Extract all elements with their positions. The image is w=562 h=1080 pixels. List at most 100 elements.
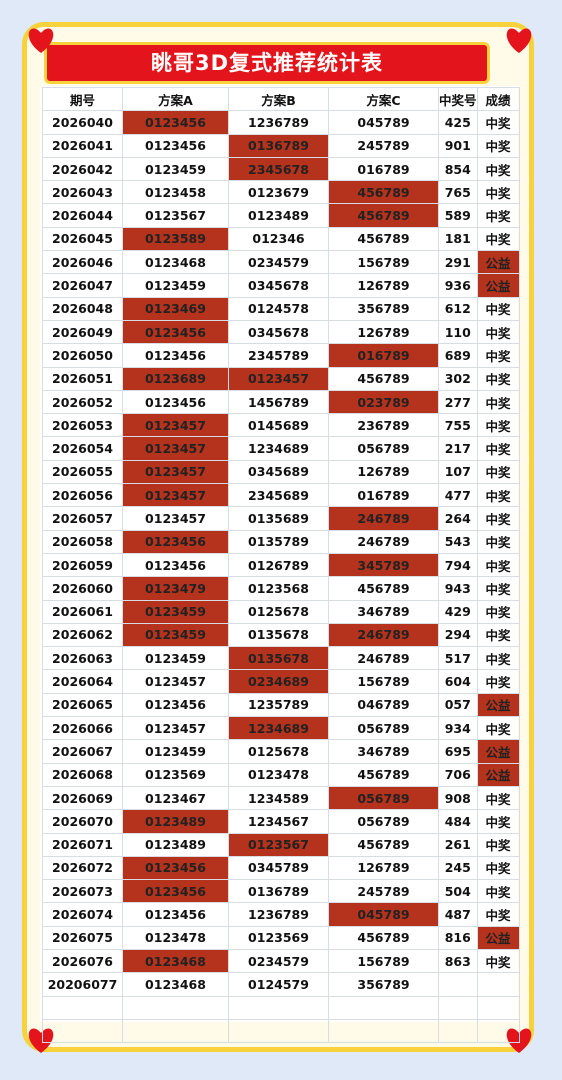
table-cell: 2026060 bbox=[42, 576, 123, 601]
table-cell: 中奖 bbox=[476, 902, 520, 927]
table-cell: 0123456 bbox=[122, 552, 229, 578]
table-cell: 2345689 bbox=[228, 483, 329, 508]
table-row: 2026070 0123489 1234567 056789 484 中奖 bbox=[42, 809, 520, 834]
table-cell: 公益 bbox=[476, 273, 520, 298]
table-cell: 2026052 bbox=[42, 389, 123, 415]
table-cell: 公益 bbox=[476, 250, 520, 275]
table-cell: 0234579 bbox=[228, 250, 329, 275]
table-cell: 0123459 bbox=[122, 646, 229, 671]
table-cell: 456789 bbox=[328, 366, 439, 391]
table-cell: 0123478 bbox=[122, 925, 229, 950]
table-row: 2026071 0123489 0123567 456789 261 中奖 bbox=[42, 832, 520, 857]
table-cell: 2026065 bbox=[42, 692, 123, 718]
table-cell: 2345789 bbox=[228, 343, 329, 368]
table-cell: 0123457 bbox=[122, 716, 229, 741]
table-cell: 0123456 bbox=[122, 319, 229, 345]
header-cell: 成绩 bbox=[476, 86, 520, 112]
table-cell: 1236789 bbox=[228, 902, 329, 927]
table-cell: 1235789 bbox=[228, 692, 329, 718]
table-cell: 0123489 bbox=[122, 832, 229, 857]
heart-icon bbox=[506, 28, 532, 53]
table-cell: 2026068 bbox=[42, 762, 123, 787]
table-cell: 0125678 bbox=[228, 739, 329, 764]
table-cell: 0123458 bbox=[122, 180, 229, 205]
table-cell: 中奖 bbox=[476, 133, 520, 158]
table-cell: 543 bbox=[438, 529, 478, 554]
table-cell: 0136789 bbox=[228, 879, 329, 904]
table-cell: 中奖 bbox=[476, 506, 520, 531]
table-cell: 中奖 bbox=[476, 716, 520, 741]
empty-row bbox=[42, 995, 520, 1020]
table-cell: 1234689 bbox=[228, 716, 329, 741]
table-cell: 016789 bbox=[328, 343, 439, 368]
table-cell: 2026043 bbox=[42, 180, 123, 205]
table-cell: 2026042 bbox=[42, 156, 123, 182]
empty-cell bbox=[228, 995, 329, 1020]
table-cell: 0123568 bbox=[228, 576, 329, 601]
table-cell: 456789 bbox=[328, 925, 439, 950]
table-cell: 755 bbox=[438, 413, 478, 438]
table-cell: 057 bbox=[438, 692, 478, 718]
table-cell: 0123459 bbox=[122, 599, 229, 624]
table-cell: 046789 bbox=[328, 692, 439, 718]
table-cell: 589 bbox=[438, 203, 478, 228]
table-cell: 0123468 bbox=[122, 972, 229, 997]
empty-cell bbox=[438, 995, 478, 1020]
table-cell: 504 bbox=[438, 879, 478, 904]
table-cell: 345789 bbox=[328, 552, 439, 578]
table-row: 2026049 0123456 0345678 126789 110 中奖 bbox=[42, 319, 520, 345]
table-cell: 456789 bbox=[328, 832, 439, 857]
table-cell bbox=[438, 972, 478, 997]
table-cell: 0123456 bbox=[122, 389, 229, 415]
table-cell: 0123456 bbox=[122, 902, 229, 927]
table-cell: 0123489 bbox=[228, 203, 329, 228]
table-cell: 2026045 bbox=[42, 226, 123, 252]
table-row: 2026054 0123457 1234689 056789 217 中奖 bbox=[42, 436, 520, 461]
table-cell: 中奖 bbox=[476, 180, 520, 205]
table-cell: 中奖 bbox=[476, 483, 520, 508]
table-cell: 0123567 bbox=[122, 203, 229, 228]
table-cell: 中奖 bbox=[476, 832, 520, 857]
table-cell: 181 bbox=[438, 226, 478, 252]
empty-cell bbox=[328, 995, 439, 1020]
table-cell: 0124579 bbox=[228, 972, 329, 997]
table-row: 2026055 0123457 0345689 126789 107 中奖 bbox=[42, 459, 520, 485]
table-cell: 245 bbox=[438, 855, 478, 881]
table-cell: 0135678 bbox=[228, 646, 329, 671]
table-row: 2026052 0123456 1456789 023789 277 中奖 bbox=[42, 389, 520, 415]
table-cell: 291 bbox=[438, 250, 478, 275]
table-cell: 484 bbox=[438, 809, 478, 834]
table-cell: 2026069 bbox=[42, 785, 123, 811]
table-cell: 245789 bbox=[328, 133, 439, 158]
table-cell: 126789 bbox=[328, 459, 439, 485]
table-cell: 246789 bbox=[328, 622, 439, 648]
empty-cell bbox=[42, 1018, 123, 1044]
table-cell: 0123468 bbox=[122, 948, 229, 974]
table-cell: 中奖 bbox=[476, 646, 520, 671]
table-cell: 中奖 bbox=[476, 879, 520, 904]
table-cell: 0345678 bbox=[228, 319, 329, 345]
table-row: 2026064 0123457 0234689 156789 604 中奖 bbox=[42, 669, 520, 694]
table-cell: 2026063 bbox=[42, 646, 123, 671]
table-cell: 0123456 bbox=[122, 855, 229, 881]
table-cell: 0123457 bbox=[122, 436, 229, 461]
table-cell: 236789 bbox=[328, 413, 439, 438]
table-cell: 695 bbox=[438, 739, 478, 764]
table-row: 2026046 0123468 0234579 156789 291 公益 bbox=[42, 250, 520, 275]
table-cell: 1234689 bbox=[228, 436, 329, 461]
table-cell: 0123689 bbox=[122, 366, 229, 391]
empty-cell bbox=[476, 1018, 520, 1044]
table-cell: 2026057 bbox=[42, 506, 123, 531]
table-cell: 0345689 bbox=[228, 459, 329, 485]
table-cell: 126789 bbox=[328, 855, 439, 881]
table-cell: 0135678 bbox=[228, 622, 329, 648]
table-row: 2026073 0123456 0136789 245789 504 中奖 bbox=[42, 879, 520, 904]
table-cell: 中奖 bbox=[476, 366, 520, 391]
table-cell: 901 bbox=[438, 133, 478, 158]
table-cell: 706 bbox=[438, 762, 478, 787]
table-cell: 0123569 bbox=[228, 925, 329, 950]
table-cell: 056789 bbox=[328, 716, 439, 741]
table-cell: 公益 bbox=[476, 762, 520, 787]
table-row: 2026050 0123456 2345789 016789 689 中奖 bbox=[42, 343, 520, 368]
table-cell: 0125678 bbox=[228, 599, 329, 624]
